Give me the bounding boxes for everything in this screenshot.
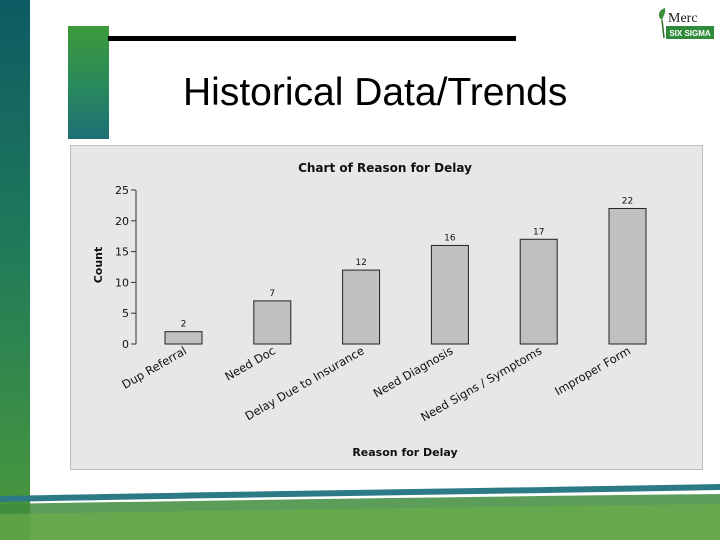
- bar: [430, 244, 469, 345]
- bar: [608, 207, 647, 345]
- bar: [342, 269, 381, 345]
- logo-text-top: Merc: [668, 11, 698, 26]
- bar-data-label: 2: [181, 320, 187, 330]
- x-category-label: Need Doc: [222, 343, 277, 383]
- bar: [253, 300, 292, 345]
- leaf-icon: [658, 8, 666, 39]
- y-axis-label: Count: [92, 247, 105, 284]
- bar: [164, 331, 203, 345]
- logo-text-bottom: SIX SIGMA: [669, 29, 711, 38]
- title-accent-block: [68, 26, 109, 139]
- y-tick-label: 25: [115, 184, 129, 197]
- bar-data-label: 17: [533, 227, 544, 237]
- bottom-swoosh: [0, 484, 720, 540]
- y-tick-label: 15: [115, 246, 129, 259]
- bar-data-label: 7: [269, 289, 275, 299]
- x-category-label: Improper Form: [552, 343, 633, 398]
- bars: 2 7 12 16 17 22: [164, 196, 647, 345]
- y-tick-label: 0: [122, 338, 129, 351]
- x-category-label: Need Diagnosis: [371, 343, 456, 400]
- logo: Merc SIX SIGMA: [658, 8, 714, 39]
- title-rule: [108, 36, 516, 41]
- bar-chart: Chart of Reason for Delay Count Reason f…: [92, 161, 647, 459]
- left-sidebar-band: [0, 0, 30, 540]
- chart-title: Chart of Reason for Delay: [298, 161, 472, 175]
- bar-data-label: 16: [444, 233, 456, 243]
- y-tick-label: 5: [122, 307, 129, 320]
- y-tick-label: 10: [115, 276, 129, 289]
- y-ticks: 0 5 10 15 20 25: [115, 184, 136, 351]
- x-axis-label: Reason for Delay: [352, 446, 457, 459]
- chart-frame: [70, 145, 703, 470]
- y-tick-label: 20: [115, 215, 129, 228]
- bar: [519, 238, 558, 345]
- slide-title: Historical Data/Trends: [183, 71, 568, 114]
- x-category-label: Dup Referral: [119, 343, 189, 391]
- bar-data-label: 12: [355, 258, 366, 268]
- bar-data-label: 22: [622, 196, 633, 206]
